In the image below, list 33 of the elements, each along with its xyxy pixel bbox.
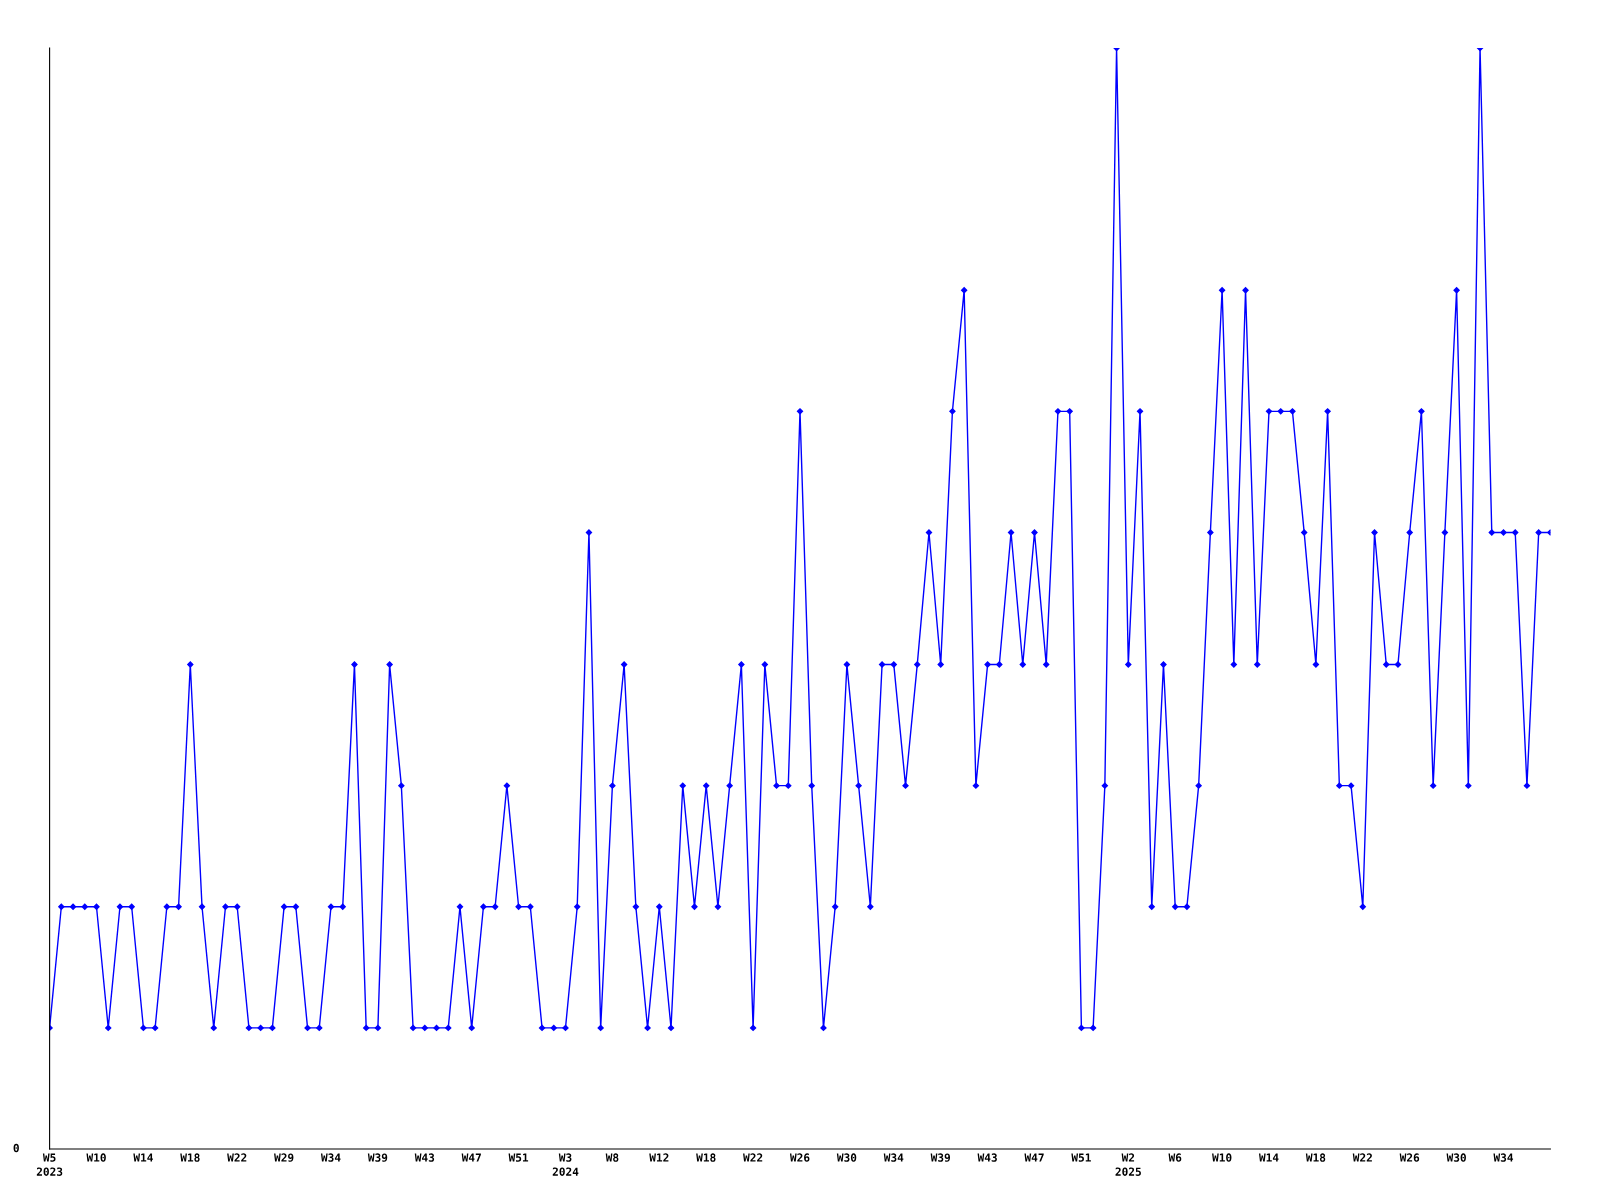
x-tick-label: W2 2025 [1115,1153,1141,1176]
x-tick-label: W26 [1399,1153,1420,1162]
x-tick-label: W34 [883,1153,904,1162]
x-tick-label: W51 [508,1153,529,1162]
x-tick-label: W6 [1168,1153,1182,1162]
x-tick-label: W30 [1446,1153,1466,1162]
x-tick-label: W22 [1352,1153,1372,1162]
x-tick-label: W30 [836,1153,857,1162]
x-tick-label: W10 [1212,1153,1232,1162]
x-tick-label: W18 [1305,1153,1326,1162]
x-tick-label: W29 [274,1153,294,1162]
x-tick-label: W34 [320,1153,341,1162]
x-tick-label: W39 [367,1153,388,1162]
x-tick-label: W3 2024 [552,1153,579,1176]
x-tick-label: W47 [461,1153,481,1162]
x-tick-label: W14 [133,1153,153,1162]
x-tick-label: W51 [1071,1153,1091,1162]
x-tick-label: W34 [1493,1153,1514,1162]
x-tick-label: W22 [227,1153,247,1162]
x-tick-label: W39 [930,1153,951,1162]
x-tick-label: W18 [180,1153,200,1162]
x-tick-label: W22 [743,1153,763,1162]
x-tick-label: W43 [414,1153,435,1162]
x-tick-label: W43 [977,1153,997,1162]
x-tick-label: W26 [789,1153,810,1162]
x-tick-label: W18 [696,1153,716,1162]
x-tick-label: W14 [1258,1153,1279,1162]
x-tick-label: W12 [649,1153,669,1162]
x-tick-label: W5 2023 [36,1153,63,1176]
x-tick-label: W10 [86,1153,106,1162]
x-tick-label: W47 [1024,1153,1044,1162]
text: 0 [13,1143,19,1153]
x-tick-label: W8 [605,1153,619,1162]
